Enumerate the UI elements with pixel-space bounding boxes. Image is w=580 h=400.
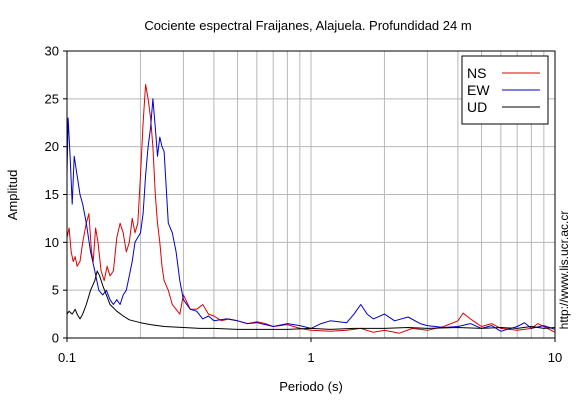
series-line-ew [66, 98, 556, 332]
y-tick-label: 20 [45, 139, 59, 154]
y-tick-label: 30 [45, 44, 59, 59]
series-line-ns [66, 84, 556, 334]
series-line-ud [66, 270, 556, 330]
legend-label-ns: NS [467, 65, 486, 81]
x-tick-label: 1 [307, 350, 314, 365]
axes: 0 5 10 15 20 25 30 0.1 1 10 [45, 44, 563, 366]
y-axis-label: Amplitud [5, 170, 20, 221]
x-tick-label: 0.1 [58, 350, 76, 365]
x-axis-label: Periodo (s) [279, 379, 343, 394]
y-tick-label: 15 [45, 187, 59, 202]
side-url-text: http://www.lis.ucr.ac.cr [557, 211, 571, 330]
legend-label-ew: EW [467, 82, 490, 98]
y-tick-label: 25 [45, 91, 59, 106]
x-tick-label: 10 [548, 350, 562, 365]
y-tick-label: 10 [45, 235, 59, 250]
y-tick-label: 0 [52, 331, 59, 346]
y-tick-label: 5 [52, 283, 59, 298]
data-series [66, 84, 556, 334]
chart-title: Cociente espectral Fraijanes, Alajuela. … [144, 18, 471, 33]
legend: NS EW UD [461, 55, 549, 125]
legend-label-ud: UD [467, 99, 487, 115]
